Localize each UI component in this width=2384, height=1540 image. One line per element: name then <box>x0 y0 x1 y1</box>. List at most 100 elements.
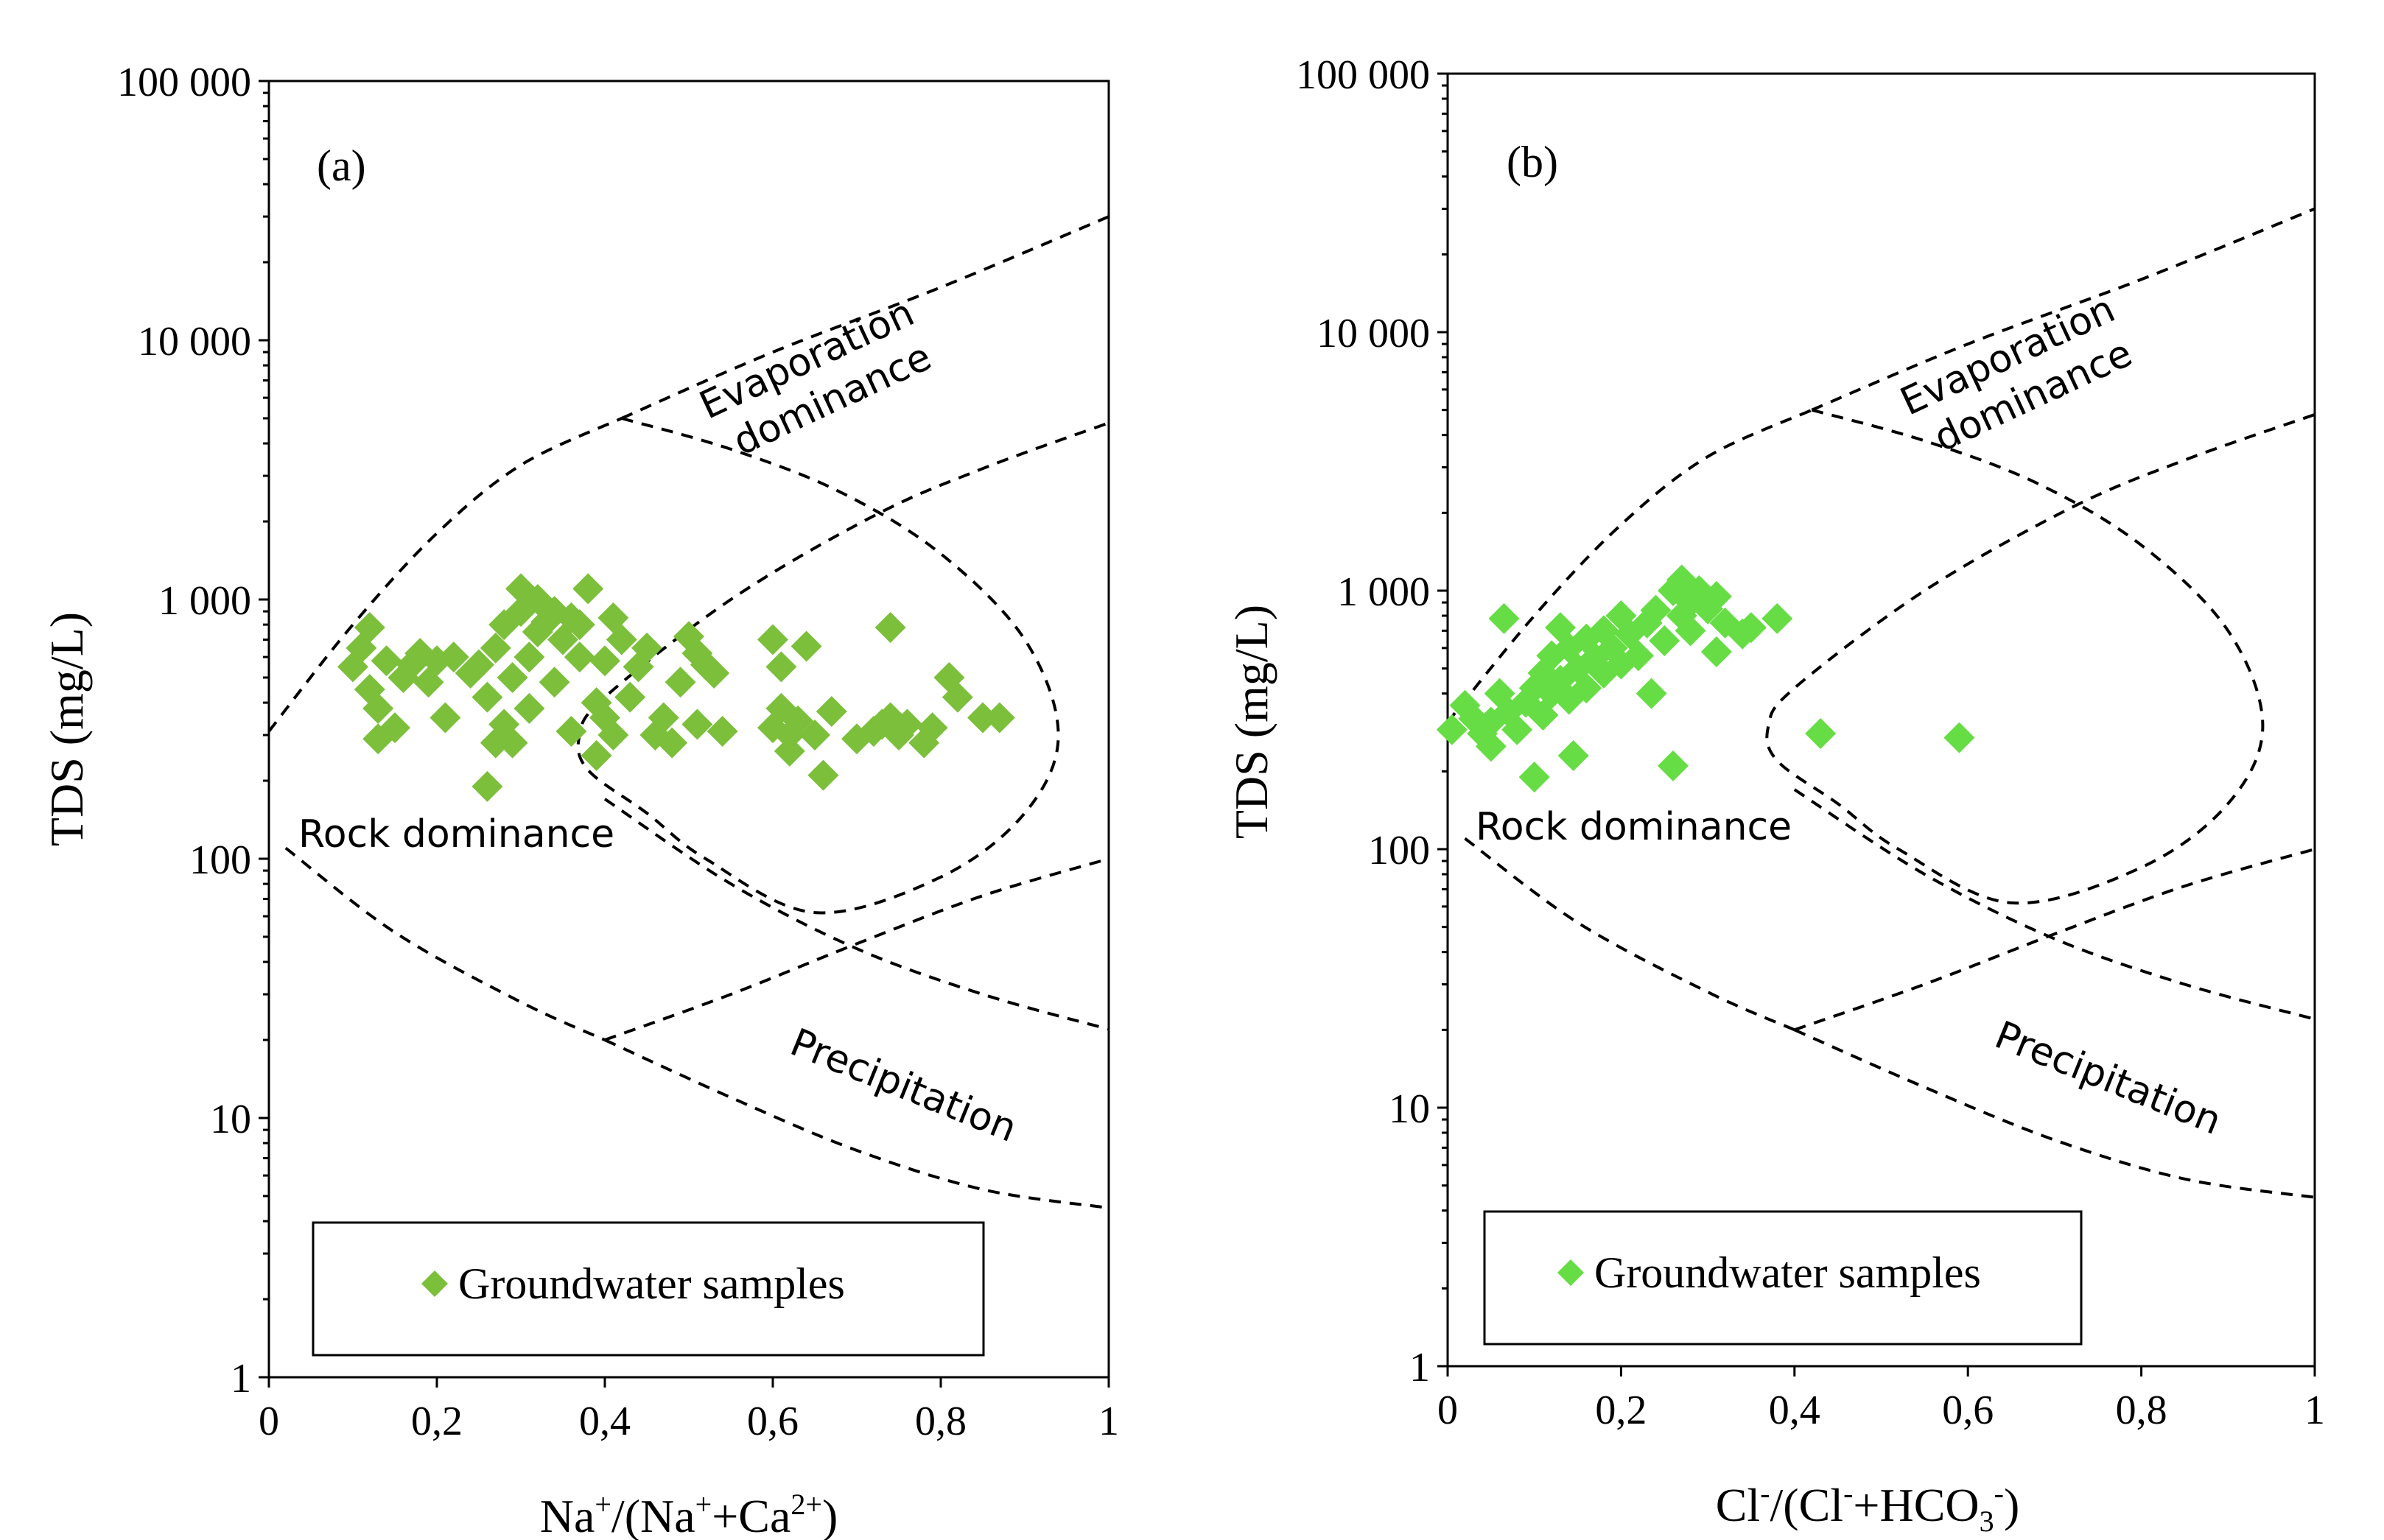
data-point <box>1436 714 1468 745</box>
region-label-evaporation: Evaporation dominance <box>1894 282 2153 468</box>
formula-part: ) <box>2004 1479 2019 1531</box>
data-point <box>1675 615 1706 647</box>
data-point <box>1518 762 1550 793</box>
panel-label: (a) <box>317 141 366 190</box>
data-point <box>942 681 973 713</box>
boundary-curve <box>1765 408 2315 905</box>
data-point <box>1571 672 1602 704</box>
boundary-curve <box>1793 788 2315 1021</box>
x-tick-label: 0,4 <box>1769 1388 1820 1433</box>
data-point <box>463 649 494 681</box>
sample-points <box>1436 564 1975 793</box>
x-tick-label: 0 <box>1437 1388 1458 1433</box>
legend-marker-icon <box>1557 1259 1584 1286</box>
data-point <box>1649 625 1680 657</box>
boundary-curve <box>1448 408 1813 723</box>
data-point <box>757 624 788 655</box>
data-point <box>430 702 461 734</box>
superscript: + <box>695 1488 712 1521</box>
data-point <box>984 702 1015 734</box>
data-point <box>564 609 595 641</box>
sample-points <box>337 573 1015 802</box>
legend-marker-icon <box>421 1270 448 1297</box>
region-label-evaporation: Evaporation dominance <box>693 286 952 471</box>
data-point <box>471 681 503 713</box>
data-point <box>581 739 612 771</box>
formula-part: +HCO <box>1853 1479 1979 1531</box>
data-point <box>438 641 469 673</box>
x-tick-label: 0,6 <box>1942 1388 1994 1433</box>
data-point <box>774 735 805 767</box>
legend-label: Groundwater samples <box>1594 1248 1981 1297</box>
x-axis-label: Cl-/(Cl-+HCO3-) <box>1716 1477 2020 1538</box>
x-axis-ticks: 0 0,2 0,4 0,6 0,8 1 <box>1437 1366 2325 1433</box>
region-label-rock: Rock dominance <box>298 812 614 857</box>
data-point <box>1622 640 1654 672</box>
data-point <box>1488 602 1520 634</box>
boundary-curve <box>269 417 623 733</box>
data-point <box>1700 636 1732 668</box>
data-point <box>1761 602 1793 634</box>
y-tick-label: 10 <box>210 1097 251 1142</box>
chart-panel-a: 1 10 100 1 000 10 000 100 000 0 0,2 0,4 0,6 0,8 1 … <box>41 60 1119 1540</box>
superscript: - <box>1994 1477 2004 1510</box>
legend: Groundwater samples <box>312 1221 985 1357</box>
data-point <box>564 641 595 673</box>
data-point <box>707 716 738 748</box>
data-point <box>765 651 797 683</box>
x-tick-label: 0 <box>259 1399 279 1444</box>
dominance-boundaries <box>1448 207 2315 1199</box>
data-point <box>513 641 545 673</box>
boundary-curve <box>1464 837 1795 1032</box>
y-tick-label: 1 <box>231 1356 251 1402</box>
y-tick-label: 1 000 <box>1337 569 1430 615</box>
data-point <box>597 720 629 751</box>
y-axis-ticks: 1 10 100 1 000 10 000 100 000 <box>117 60 269 1402</box>
data-point <box>513 692 545 724</box>
data-point <box>891 709 923 740</box>
data-point <box>362 692 394 724</box>
formula-part: ) <box>822 1490 838 1540</box>
superscript: - <box>1843 1477 1853 1510</box>
boundary-curve <box>604 857 1109 1041</box>
panel-label: (b) <box>1507 138 1558 186</box>
x-tick-label: 0,2 <box>411 1399 463 1444</box>
x-axis-label: Na+/(Na++Ca2+) <box>540 1488 838 1540</box>
legend-box <box>312 1221 985 1357</box>
y-tick-label: 1 <box>1409 1345 1430 1390</box>
superscript: 2+ <box>790 1488 822 1521</box>
boundary-curve <box>603 798 1109 1031</box>
chart-panel-b: 1 10 100 1 000 10 000 100 000 0 0,2 0,4 0,6 0,8 1 … <box>1225 52 2325 1538</box>
data-point <box>656 727 688 759</box>
x-tick-label: 0,8 <box>915 1399 967 1444</box>
y-axis-ticks: 1 10 100 1 000 10 000 100 000 <box>1296 52 1448 1390</box>
data-point <box>790 630 822 662</box>
data-point <box>665 667 696 698</box>
x-tick-label: 0,2 <box>1595 1388 1647 1433</box>
data-point <box>1484 678 1515 709</box>
legend-label: Groundwater samples <box>458 1259 845 1308</box>
subscript: 3 <box>1980 1505 1994 1538</box>
data-point <box>1700 580 1732 612</box>
boundary-curve <box>1811 207 2315 412</box>
data-point <box>606 624 637 655</box>
data-point <box>967 702 998 734</box>
region-label-rock: Rock dominance <box>1476 805 1792 849</box>
data-point <box>799 720 830 751</box>
x-tick-label: 0,6 <box>747 1399 799 1444</box>
data-point <box>572 573 604 605</box>
y-tick-label: 100 000 <box>117 60 251 105</box>
data-point <box>1475 731 1507 762</box>
data-point <box>539 667 570 698</box>
data-point <box>631 632 662 664</box>
data-point <box>555 716 587 748</box>
data-point <box>371 645 402 677</box>
y-tick-label: 10 000 <box>1317 311 1430 356</box>
data-point <box>1805 718 1837 750</box>
boundary-curve <box>284 846 606 1041</box>
data-point <box>1943 722 1975 753</box>
data-point <box>916 712 948 744</box>
region-label-precipitation: Precipitation <box>784 1021 1023 1151</box>
data-point <box>807 759 839 791</box>
data-point <box>874 611 906 643</box>
